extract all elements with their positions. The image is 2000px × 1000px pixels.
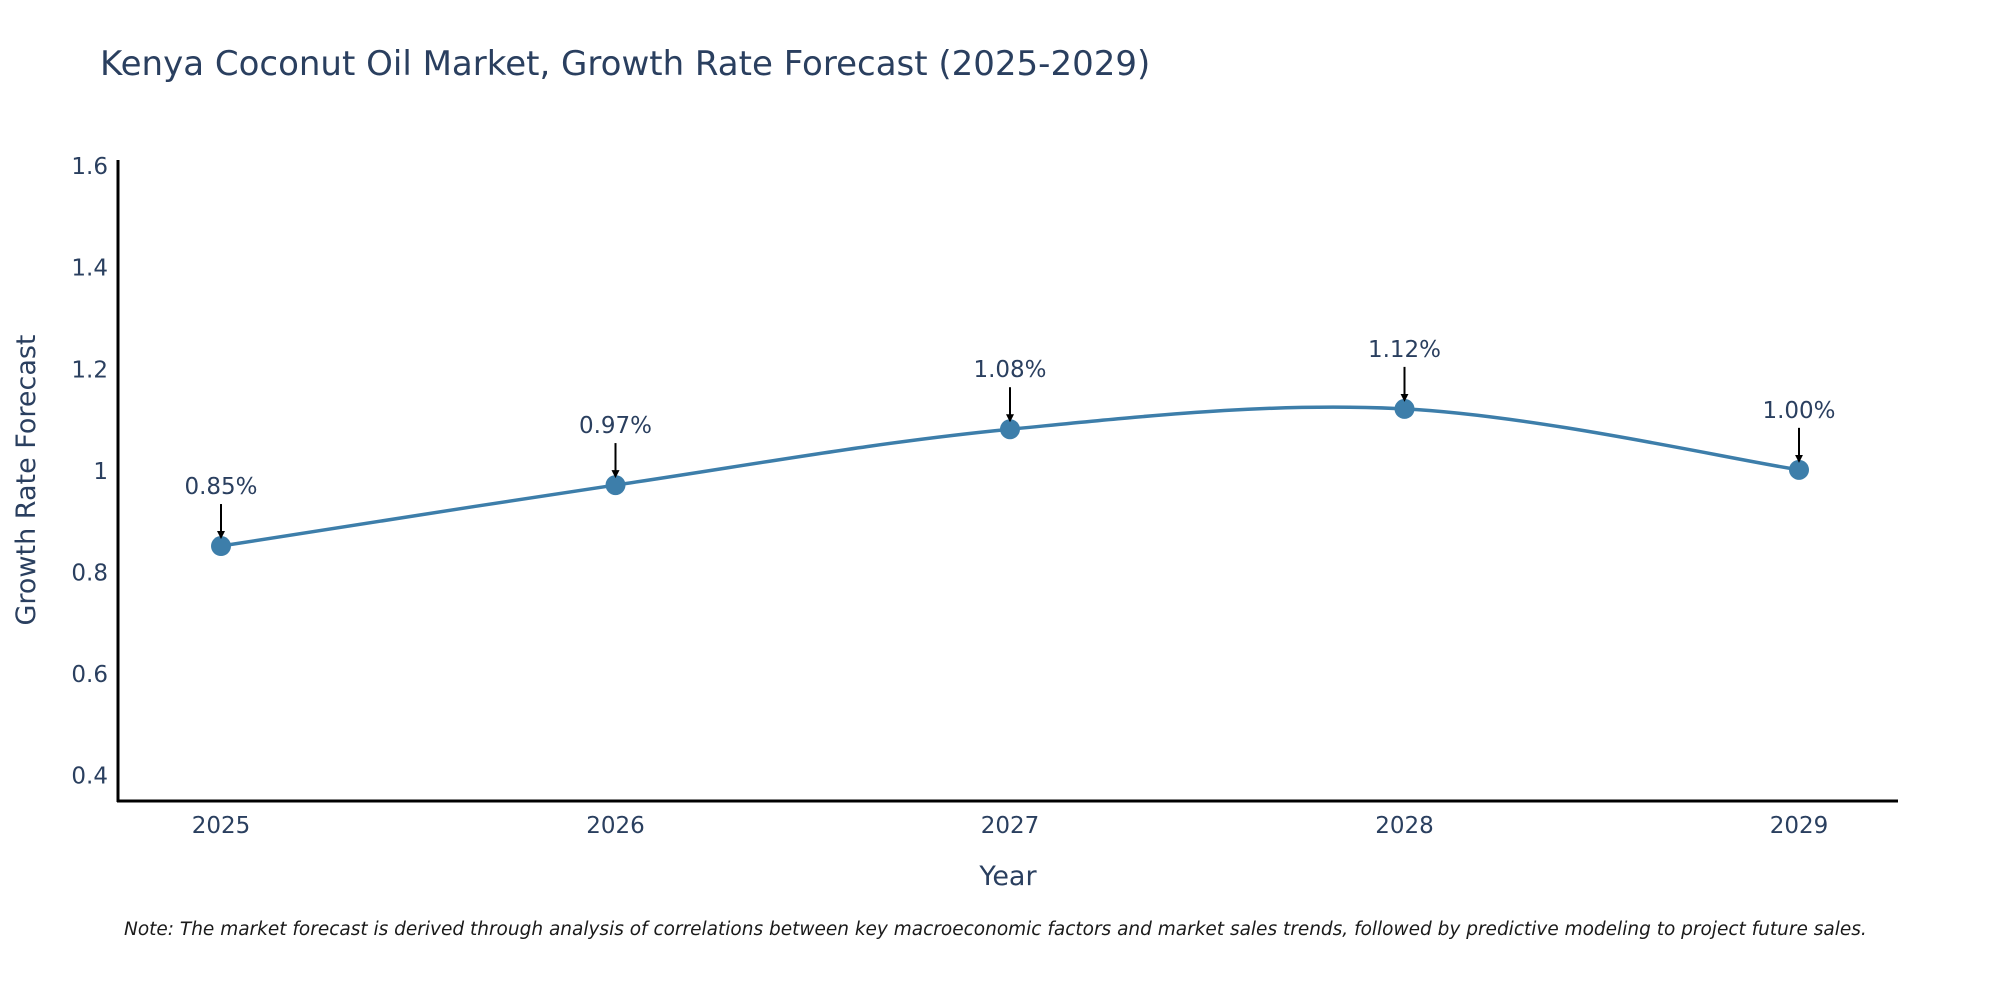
y-tick-labels: 0.4 0.6 0.8 1 1.2 1.4 1.6 xyxy=(71,154,108,790)
y-axis-title: Growth Rate Forecast xyxy=(11,334,42,625)
x-tick-label: 2025 xyxy=(192,813,251,839)
x-tick-labels: 2025 2026 2027 2028 2029 xyxy=(192,813,1829,839)
y-tick-label: 0.6 xyxy=(71,662,108,688)
x-tick-label: 2028 xyxy=(1375,813,1434,839)
data-point xyxy=(1000,419,1020,440)
x-tick-label: 2029 xyxy=(1770,813,1829,839)
x-tick-label: 2026 xyxy=(586,813,645,839)
data-label: 1.00% xyxy=(1762,398,1835,424)
y-tick-label: 1 xyxy=(93,459,108,485)
data-point xyxy=(211,536,231,557)
y-tick-label: 0.8 xyxy=(71,560,108,586)
data-label: 1.12% xyxy=(1368,337,1441,363)
x-tick-label: 2027 xyxy=(981,813,1040,839)
chart-title: Kenya Coconut Oil Market, Growth Rate Fo… xyxy=(100,44,1151,84)
data-point xyxy=(1789,459,1809,480)
y-tick-label: 1.2 xyxy=(71,357,108,383)
chart-note: Note: The market forecast is derived thr… xyxy=(124,919,1867,940)
y-tick-label: 1.6 xyxy=(71,154,108,180)
x-axis-title: Year xyxy=(978,861,1037,892)
data-annotations: 0.85% 0.97% 1.08% 1.12% 1.00% xyxy=(184,337,1836,540)
y-tick-label: 0.4 xyxy=(71,764,108,790)
data-point xyxy=(605,475,626,496)
data-label: 0.97% xyxy=(579,413,652,439)
data-point xyxy=(1394,398,1415,419)
data-label: 0.85% xyxy=(184,474,257,500)
data-markers xyxy=(211,398,1809,557)
data-label: 1.08% xyxy=(973,357,1046,383)
y-tick-label: 1.4 xyxy=(71,256,108,282)
